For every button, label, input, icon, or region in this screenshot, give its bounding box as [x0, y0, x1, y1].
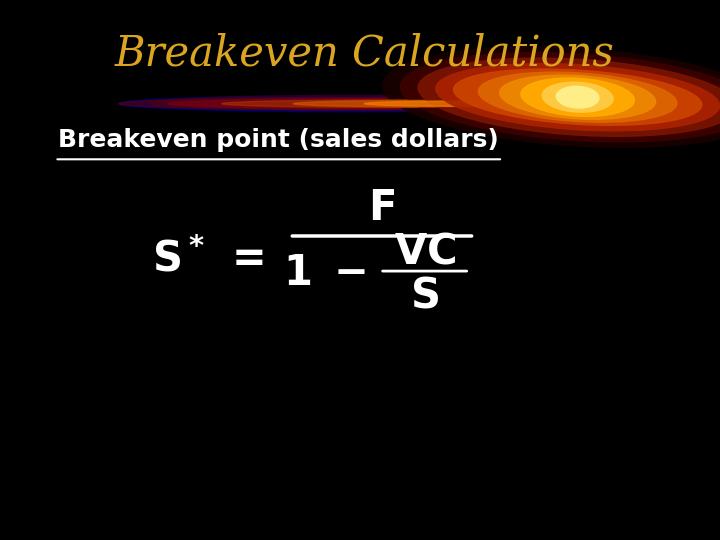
Ellipse shape — [168, 99, 560, 109]
Ellipse shape — [382, 47, 720, 147]
Text: Breakeven point (sales dollars): Breakeven point (sales dollars) — [58, 129, 499, 152]
Ellipse shape — [119, 98, 581, 110]
Ellipse shape — [150, 95, 577, 110]
Ellipse shape — [183, 98, 574, 109]
Ellipse shape — [521, 78, 634, 117]
Ellipse shape — [478, 72, 677, 122]
Ellipse shape — [454, 69, 702, 125]
Ellipse shape — [500, 75, 656, 119]
Ellipse shape — [542, 82, 613, 112]
Text: $\mathbf{S}$: $\mathbf{S}$ — [410, 275, 439, 317]
Ellipse shape — [436, 64, 719, 131]
Ellipse shape — [418, 58, 720, 136]
Ellipse shape — [557, 86, 599, 108]
Text: $\mathbf{F}$: $\mathbf{F}$ — [369, 187, 395, 229]
Ellipse shape — [150, 97, 577, 110]
Ellipse shape — [222, 100, 577, 107]
Text: Breakeven Calculations: Breakeven Calculations — [114, 33, 614, 75]
Ellipse shape — [119, 96, 581, 112]
Ellipse shape — [400, 52, 720, 142]
Ellipse shape — [293, 100, 577, 107]
Text: $\mathbf{S^*\ =}$: $\mathbf{S^*\ =}$ — [151, 238, 264, 280]
Text: $\mathbf{1\ -}$: $\mathbf{1\ -}$ — [284, 252, 366, 294]
Text: $\mathbf{VC}$: $\mathbf{VC}$ — [394, 230, 456, 272]
Ellipse shape — [364, 101, 577, 106]
